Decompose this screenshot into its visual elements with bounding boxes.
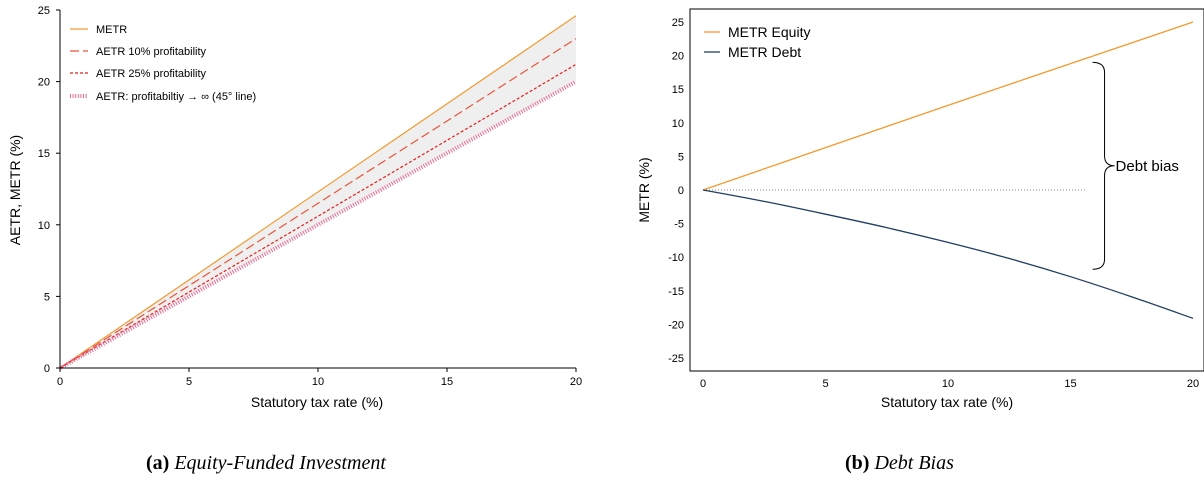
series-line-b-1: [702, 189, 1194, 319]
y-tick-label-b: -20: [668, 319, 684, 331]
y-axis-label-b: METR (%): [636, 157, 652, 222]
x-axis-label-a: Statutory tax rate (%): [251, 394, 383, 410]
y-tick-label-b: 5: [678, 151, 684, 163]
plot-area-b: [702, 21, 1194, 319]
caption-b-text: Debt Bias: [874, 452, 954, 474]
y-axis-label-a: AETR, METR (%): [7, 135, 23, 245]
debt-bias-annotation: Debt bias: [1092, 61, 1179, 270]
x-ticks-a: 0 5 10 15 20: [57, 368, 582, 388]
legend-b: METR Equity METR Debt: [704, 24, 810, 60]
legend-a: METR AETR 10% profitability AETR 25% pro…: [70, 24, 256, 103]
y-tick-label-a: 10: [38, 220, 50, 232]
y-tick-label-b: 25: [672, 17, 684, 29]
legend-label-aetr-10: AETR 10% profitability: [96, 46, 207, 58]
x-tick-label-a: 20: [570, 376, 582, 388]
caption-a-label: (a): [146, 452, 170, 474]
series-line-a-0: [59, 15, 577, 369]
series-line-a-1: [59, 38, 577, 369]
y-tick-label-a: 15: [38, 148, 50, 160]
legend-label-aetr-25: AETR 25% profitability: [96, 68, 207, 80]
x-tick-label-b: 15: [1064, 378, 1076, 390]
series-line-a-3: [59, 79, 577, 370]
caption-b-label: (b): [845, 452, 870, 474]
y-tick-label-a: 5: [44, 291, 50, 303]
plot-area-a: [59, 15, 577, 370]
y-tick-label-b: -5: [674, 219, 684, 231]
x-tick-label-a: 10: [312, 376, 324, 388]
y-tick-label-a: 25: [38, 5, 50, 17]
debt-bias-label: Debt bias: [1116, 158, 1179, 175]
legend-label-aetr-inf: AETR: profitabiltiy → ∞ (45° line): [96, 91, 256, 103]
x-tick-label-b: 0: [700, 378, 706, 390]
y-tick-label-a: 20: [38, 77, 50, 89]
x-tick-label-a: 5: [186, 376, 192, 388]
x-tick-label-b: 10: [942, 378, 954, 390]
series-line-b-0: [702, 21, 1194, 191]
x-tick-label-b: 20: [1187, 378, 1199, 390]
caption-a-text: Equity-Funded Investment: [174, 452, 386, 474]
y-tick-label-b: -25: [668, 353, 684, 365]
caption-b: (b) Debt Bias: [845, 452, 954, 475]
y-tick-label-b: 20: [672, 51, 684, 63]
x-tick-label-b: 5: [822, 378, 828, 390]
legend-label-metr: METR: [96, 24, 127, 36]
y-tick-label-b: 0: [678, 185, 684, 197]
x-tick-label-a: 0: [57, 376, 63, 388]
y-tick-label-a: 0: [44, 363, 50, 375]
legend-label-metr-equity: METR Equity: [728, 24, 810, 40]
legend-label-metr-debt: METR Debt: [728, 44, 801, 60]
chart-equity-funded-investment: 0 5 10 15 20 0 5 10 15 20 25 Statutory tax rate (…: [7, 5, 582, 410]
debt-bias-bracket: [1092, 61, 1115, 270]
y-tick-label-b: -15: [668, 286, 684, 298]
chart-debt-bias: 0 5 10 15 20 25 20 15 10 5 0 -5 -10 -15 -20 -25 Statut…: [636, 8, 1204, 410]
y-tick-label-b: 10: [672, 118, 684, 130]
y-ticks-b: 25 20 15 10 5 0 -5 -10 -15 -20 -25: [668, 17, 684, 365]
x-tick-label-a: 15: [441, 376, 453, 388]
x-ticks-b: 0 5 10 15 20: [700, 378, 1199, 390]
y-ticks-a: 0 5 10 15 20 25: [38, 5, 60, 375]
y-tick-label-b: -10: [668, 252, 684, 264]
x-axis-label-b: Statutory tax rate (%): [881, 394, 1013, 410]
plot-frame-b: [689, 8, 1204, 372]
y-tick-label-b: 15: [672, 84, 684, 96]
caption-a: (a) Equity-Funded Investment: [146, 452, 386, 475]
